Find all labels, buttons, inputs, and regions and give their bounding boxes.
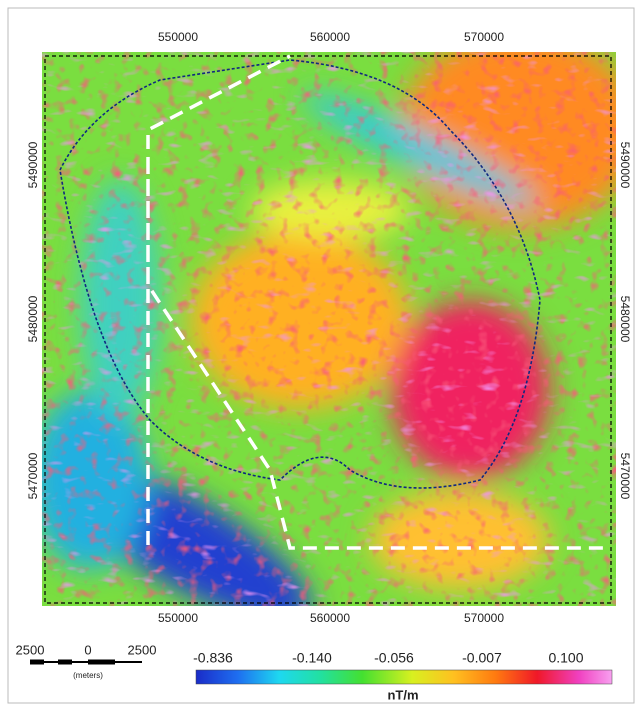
x-tick-label: 560000	[310, 30, 350, 44]
page: 550000 550000 560000 560000 570000 570000 5490…	[0, 0, 642, 716]
y-tick-label: 5470000	[26, 452, 40, 499]
y-tick-label: 5470000	[618, 453, 632, 500]
colorbar-label: -0.836	[193, 650, 233, 666]
scale-label: 2500	[128, 642, 157, 657]
map-figure: 550000 550000 560000 560000 570000 570000 5490…	[0, 0, 642, 711]
colorbar-label: -0.056	[374, 650, 414, 666]
scale-label: 2500	[16, 642, 45, 657]
colorbar-label: -0.007	[462, 650, 502, 666]
y-tick-label: 5480000	[26, 295, 40, 342]
y-tick-label: 5490000	[618, 142, 632, 189]
y-tick-label: 5490000	[26, 141, 40, 188]
map-raster	[28, 30, 640, 654]
x-tick-label: 570000	[464, 611, 504, 625]
x-tick-label: 550000	[158, 611, 198, 625]
x-tick-label: 560000	[310, 611, 350, 625]
colorbar-label: -0.140	[292, 650, 332, 666]
scale-unit: (meters)	[73, 671, 103, 680]
scale-label: 0	[84, 642, 91, 657]
y-tick-label: 5480000	[618, 296, 632, 343]
colorbar-label: 0.100	[548, 650, 583, 666]
colorbar	[196, 670, 612, 684]
colorbar-unit: nT/m	[387, 687, 418, 702]
x-tick-label: 550000	[158, 30, 198, 44]
x-tick-label: 570000	[464, 30, 504, 44]
